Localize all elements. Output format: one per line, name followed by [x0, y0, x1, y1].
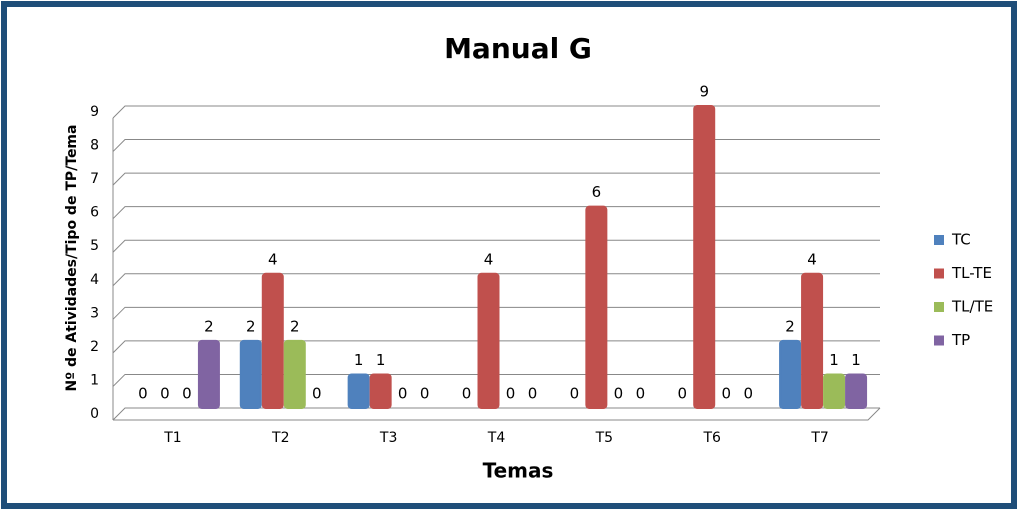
bar [239, 339, 262, 409]
y-tick-label: 4 [90, 272, 99, 288]
grid-line [112, 273, 880, 287]
legend-label: TP [951, 331, 970, 349]
data-label: 2 [204, 317, 214, 335]
bar [283, 339, 306, 409]
bar [693, 105, 716, 409]
y-tick-label: 1 [90, 372, 99, 388]
data-label: 4 [268, 250, 278, 268]
grid-line [112, 306, 880, 320]
data-label: 0 [677, 385, 687, 403]
x-tick-label: T6 [702, 430, 721, 446]
data-label: 0 [138, 385, 148, 403]
y-tick-label: 0 [90, 406, 99, 422]
data-label: 0 [182, 385, 192, 403]
y-tick-label: 7 [90, 171, 99, 187]
data-label: 0 [420, 385, 430, 403]
legend-swatch [934, 268, 944, 279]
bar [477, 272, 500, 409]
data-label: 9 [699, 83, 709, 101]
legend-swatch [934, 235, 944, 245]
data-label: 2 [785, 317, 795, 335]
data-label: 0 [462, 385, 472, 403]
floor [113, 407, 881, 421]
y-tick-label: 9 [90, 104, 99, 120]
bar [845, 373, 868, 410]
data-label: 0 [614, 385, 624, 403]
y-tick-label: 3 [90, 305, 99, 321]
x-axis-label: Temas [483, 459, 554, 483]
data-label: 0 [636, 385, 646, 403]
data-label: 0 [743, 385, 753, 403]
data-label: 6 [592, 183, 602, 201]
chart-title: Manual G [444, 32, 592, 65]
y-tick-label: 2 [90, 339, 99, 355]
bar [585, 205, 608, 409]
data-label: 0 [570, 385, 580, 403]
grid-line [112, 373, 880, 387]
y-axis-label: Nº de Atividades/Tipo de TP/Tema [64, 125, 80, 392]
data-label: 0 [528, 385, 538, 403]
grid-line [112, 206, 880, 220]
data-label: 2 [290, 317, 300, 335]
data-label: 0 [721, 385, 731, 403]
x-tick-label: T1 [163, 430, 181, 446]
data-label: 0 [398, 385, 408, 403]
grid-line [112, 172, 880, 186]
x-tick-label: T7 [810, 430, 828, 446]
bar [369, 373, 392, 410]
legend-label: TC [951, 231, 971, 249]
bar [261, 272, 284, 409]
y-tick-label: 5 [90, 238, 99, 254]
data-label: 1 [376, 351, 386, 369]
data-label: 4 [807, 250, 817, 268]
bar [197, 339, 220, 409]
legend-swatch [934, 302, 944, 312]
bar [779, 339, 802, 409]
data-label: 0 [506, 385, 516, 403]
legend-label: TL/TE [951, 298, 993, 316]
data-label: 1 [851, 351, 861, 369]
grid-line [112, 239, 880, 253]
y-tick-label: 6 [90, 205, 99, 221]
legend-swatch [934, 335, 944, 346]
grid-line [112, 340, 880, 354]
grid-line [112, 407, 880, 421]
data-label: 1 [354, 351, 364, 369]
legend-label: TL-TE [951, 264, 992, 282]
grid-line [112, 105, 880, 119]
data-label: 4 [484, 250, 494, 268]
y-tick-label: 8 [90, 138, 99, 154]
x-tick-label: T3 [379, 430, 397, 446]
x-tick-label: T5 [595, 430, 613, 446]
data-label: 1 [829, 351, 839, 369]
bar [347, 373, 370, 410]
data-label: 0 [312, 385, 322, 403]
x-tick-label: T2 [271, 430, 289, 446]
grid-line [112, 139, 880, 152]
x-tick-label: T4 [487, 430, 506, 446]
data-label: 2 [246, 317, 256, 335]
data-label: 0 [160, 385, 170, 403]
bar [801, 272, 824, 409]
bar [823, 373, 846, 410]
